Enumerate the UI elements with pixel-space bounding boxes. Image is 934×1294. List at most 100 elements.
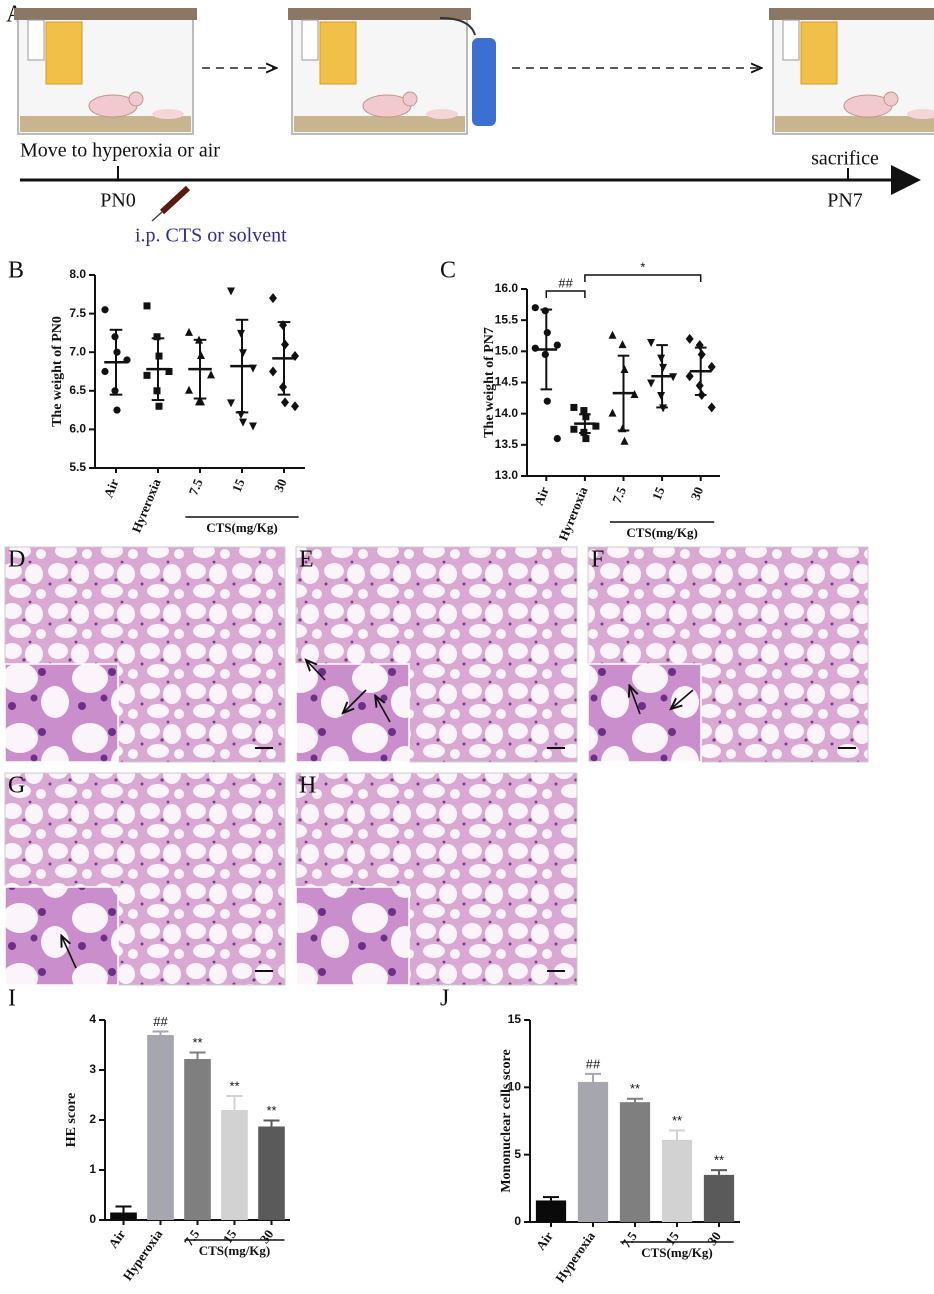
arrow — [344, 689, 367, 712]
syringe — [159, 185, 191, 215]
y-tick-label: 8.0 — [69, 267, 86, 281]
day-label: PN7 — [827, 190, 863, 212]
y-tick-label: 2 — [89, 1112, 96, 1126]
x-tick-label: Air — [531, 484, 552, 507]
significance-label: ## — [558, 275, 573, 290]
y-axis-label: The weight of PN0 — [50, 316, 65, 427]
y-tick-label: 10 — [508, 1080, 522, 1094]
data-point — [620, 436, 629, 445]
y-axis-label: The weight of PN7 — [482, 327, 497, 438]
group-label: CTS(mg/Kg) — [626, 525, 698, 540]
data-point — [582, 435, 590, 443]
arrows — [62, 661, 694, 969]
arrow — [630, 687, 641, 715]
cage — [13, 7, 198, 135]
arrow — [672, 689, 694, 708]
y-tick-label: 14.0 — [495, 406, 519, 420]
x-tick-label: Air — [533, 1229, 556, 1253]
x-tick-label: Air — [101, 476, 122, 499]
y-tick-label: 6.5 — [69, 383, 86, 397]
data-point — [185, 385, 193, 394]
bar — [535, 1200, 567, 1222]
data-point — [269, 366, 277, 377]
data-point — [685, 333, 694, 344]
data-point — [165, 368, 173, 375]
x-tick-label: Hyreroxia — [555, 484, 590, 543]
day-label: PN0 — [100, 190, 136, 212]
data-point — [197, 397, 205, 406]
data-point — [647, 338, 656, 347]
data-point — [239, 418, 247, 427]
histology-inset — [4, 886, 119, 986]
data-point — [101, 367, 109, 376]
x-tick-label: Air — [105, 1227, 128, 1251]
injection-text: i.p. CTS or solvent — [135, 225, 287, 247]
bar — [258, 1126, 285, 1220]
data-point — [153, 333, 161, 341]
panel-label: D — [8, 547, 25, 573]
arrow — [62, 937, 77, 969]
panel-label: C — [440, 258, 456, 284]
significance-label: ** — [672, 1113, 682, 1128]
y-tick-label: 13.5 — [495, 437, 519, 451]
cage — [768, 7, 934, 135]
timeline-text: sacrifice — [811, 148, 879, 170]
data-point — [553, 435, 561, 443]
significance-label: ** — [192, 1035, 202, 1050]
y-axis-label: HE score — [64, 1093, 79, 1148]
tube — [439, 17, 476, 36]
significance-label: ## — [153, 1014, 168, 1029]
data-point — [580, 407, 588, 415]
y-tick-label: 16.0 — [495, 281, 519, 295]
x-tick-label: 7.5 — [618, 1228, 640, 1250]
significance-label: * — [640, 259, 645, 274]
syringe-needle — [151, 211, 163, 222]
oxygen-bottle — [472, 38, 496, 126]
x-tick-label: 7.5 — [186, 476, 206, 497]
y-tick-label: 14.5 — [495, 375, 519, 389]
data-point — [227, 287, 235, 296]
x-tick-label: 7.5 — [609, 484, 629, 505]
timeline-text: Move to hyperoxia or air — [20, 140, 220, 162]
histology-inset — [295, 663, 410, 763]
data-point — [143, 302, 151, 310]
y-tick-label: 7.5 — [69, 306, 86, 320]
cage — [287, 7, 472, 135]
x-tick-label: 30 — [271, 477, 290, 495]
bar — [577, 1081, 609, 1222]
histology-inset — [295, 886, 410, 986]
y-tick-label: 5 — [514, 1147, 521, 1161]
group-label: CTS(mg/Kg) — [641, 1245, 713, 1260]
data-point — [227, 399, 235, 408]
data-point — [269, 293, 277, 304]
panel-label: G — [8, 773, 25, 799]
data-point — [570, 403, 578, 411]
data-point — [543, 397, 551, 405]
significance-label: ** — [266, 1103, 276, 1118]
data-point — [291, 401, 299, 412]
y-tick-label: 1 — [89, 1162, 96, 1176]
data-point — [707, 402, 716, 413]
arrow — [376, 697, 391, 723]
data-point — [155, 402, 163, 410]
data-point — [249, 422, 257, 431]
y-tick-label: 0 — [514, 1214, 521, 1228]
data-point — [531, 304, 539, 312]
data-point — [630, 389, 639, 398]
y-tick-label: 3 — [89, 1062, 96, 1076]
significance-label: ** — [714, 1153, 724, 1168]
y-tick-label: 6.0 — [69, 422, 86, 436]
data-point — [101, 306, 109, 314]
significance-label: ## — [586, 1056, 601, 1071]
x-tick-label: Hyreroxia — [128, 476, 163, 535]
significance-label: ** — [229, 1078, 239, 1093]
y-tick-label: 15.0 — [495, 344, 519, 358]
y-tick-label: 0 — [89, 1212, 96, 1226]
significance-bracket — [584, 274, 702, 282]
bar — [184, 1059, 211, 1220]
group-label: CTS(mg/Kg) — [206, 520, 278, 535]
panel-label: E — [299, 547, 314, 573]
panel-label: B — [8, 258, 24, 284]
data-point — [143, 371, 151, 379]
